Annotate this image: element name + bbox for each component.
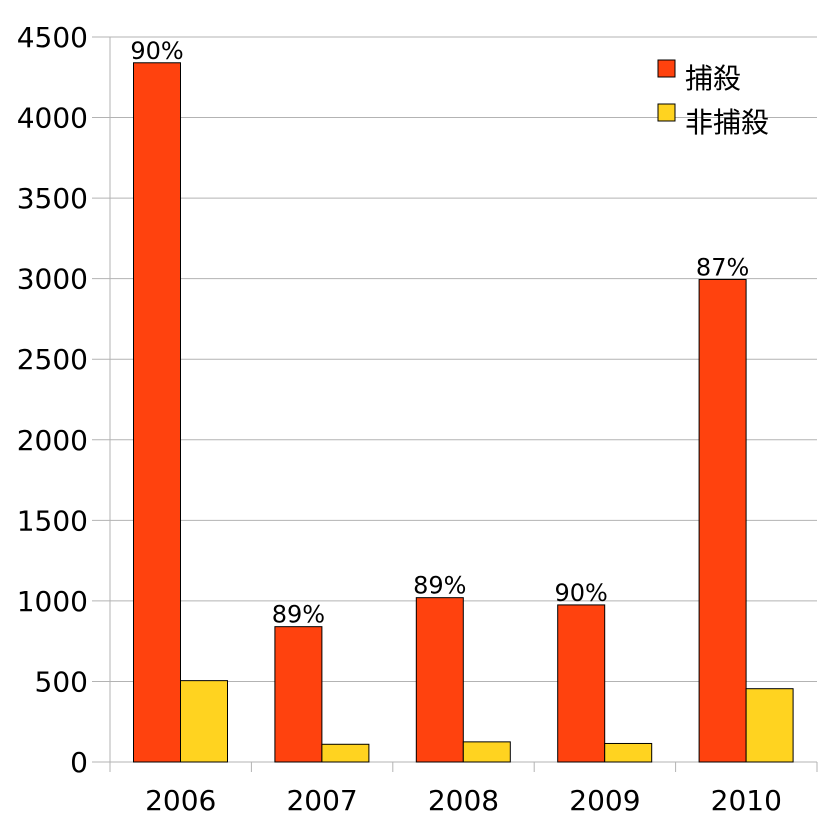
y-tick-label: 2000 bbox=[17, 424, 88, 457]
legend-label-kill: 捕殺 bbox=[685, 62, 741, 95]
x-tick-label: 2006 bbox=[145, 784, 216, 817]
data-labels: 90% 89% 89% 90% 87% bbox=[130, 37, 749, 629]
bar-nonkill-2008 bbox=[462, 741, 511, 763]
y-tick-label: 3500 bbox=[17, 182, 88, 215]
bar-kill-2008 bbox=[415, 597, 464, 763]
bar-nonkill-2009 bbox=[604, 742, 653, 763]
legend-label-nonkill: 非捕殺 bbox=[685, 106, 769, 139]
y-axis: 0 500 1000 1500 2000 2500 3000 3500 4000 4500 bbox=[17, 21, 111, 779]
x-tick-label: 2007 bbox=[286, 784, 357, 817]
y-tick-label: 4000 bbox=[17, 102, 88, 135]
y-tick-label: 500 bbox=[35, 665, 88, 698]
bar-kill-2010 bbox=[698, 278, 747, 763]
bar-nonkill-2010 bbox=[745, 688, 794, 763]
y-tick-label: 2500 bbox=[17, 343, 88, 376]
data-label-2009: 90% bbox=[555, 579, 608, 607]
legend-swatch-kill bbox=[657, 59, 676, 78]
y-tick-label: 1000 bbox=[17, 585, 88, 618]
x-tick-label: 2009 bbox=[569, 784, 640, 817]
bar-nonkill-2007 bbox=[321, 743, 370, 763]
data-label-2010: 87% bbox=[696, 253, 749, 281]
bar-nonkill-2006 bbox=[180, 680, 228, 763]
data-label-2006: 90% bbox=[130, 37, 183, 65]
y-tick-label: 0 bbox=[70, 746, 88, 779]
y-tick-label: 1500 bbox=[17, 504, 88, 537]
data-label-2008: 89% bbox=[413, 572, 466, 600]
x-tick-label: 2010 bbox=[711, 784, 782, 817]
x-tick-label: 2008 bbox=[428, 784, 499, 817]
legend: 捕殺 非捕殺 bbox=[657, 59, 769, 139]
bar-kill-2009 bbox=[557, 604, 606, 763]
bar-kill-2006 bbox=[133, 62, 181, 763]
legend-swatch-nonkill bbox=[657, 103, 676, 122]
bars bbox=[133, 62, 794, 763]
x-axis: 2006 2007 2008 2009 2010 bbox=[109, 762, 818, 817]
y-tick-label: 4500 bbox=[17, 21, 88, 54]
data-label-2007: 89% bbox=[272, 601, 325, 629]
bar-kill-2007 bbox=[274, 626, 323, 763]
y-tick-label: 3000 bbox=[17, 263, 88, 296]
